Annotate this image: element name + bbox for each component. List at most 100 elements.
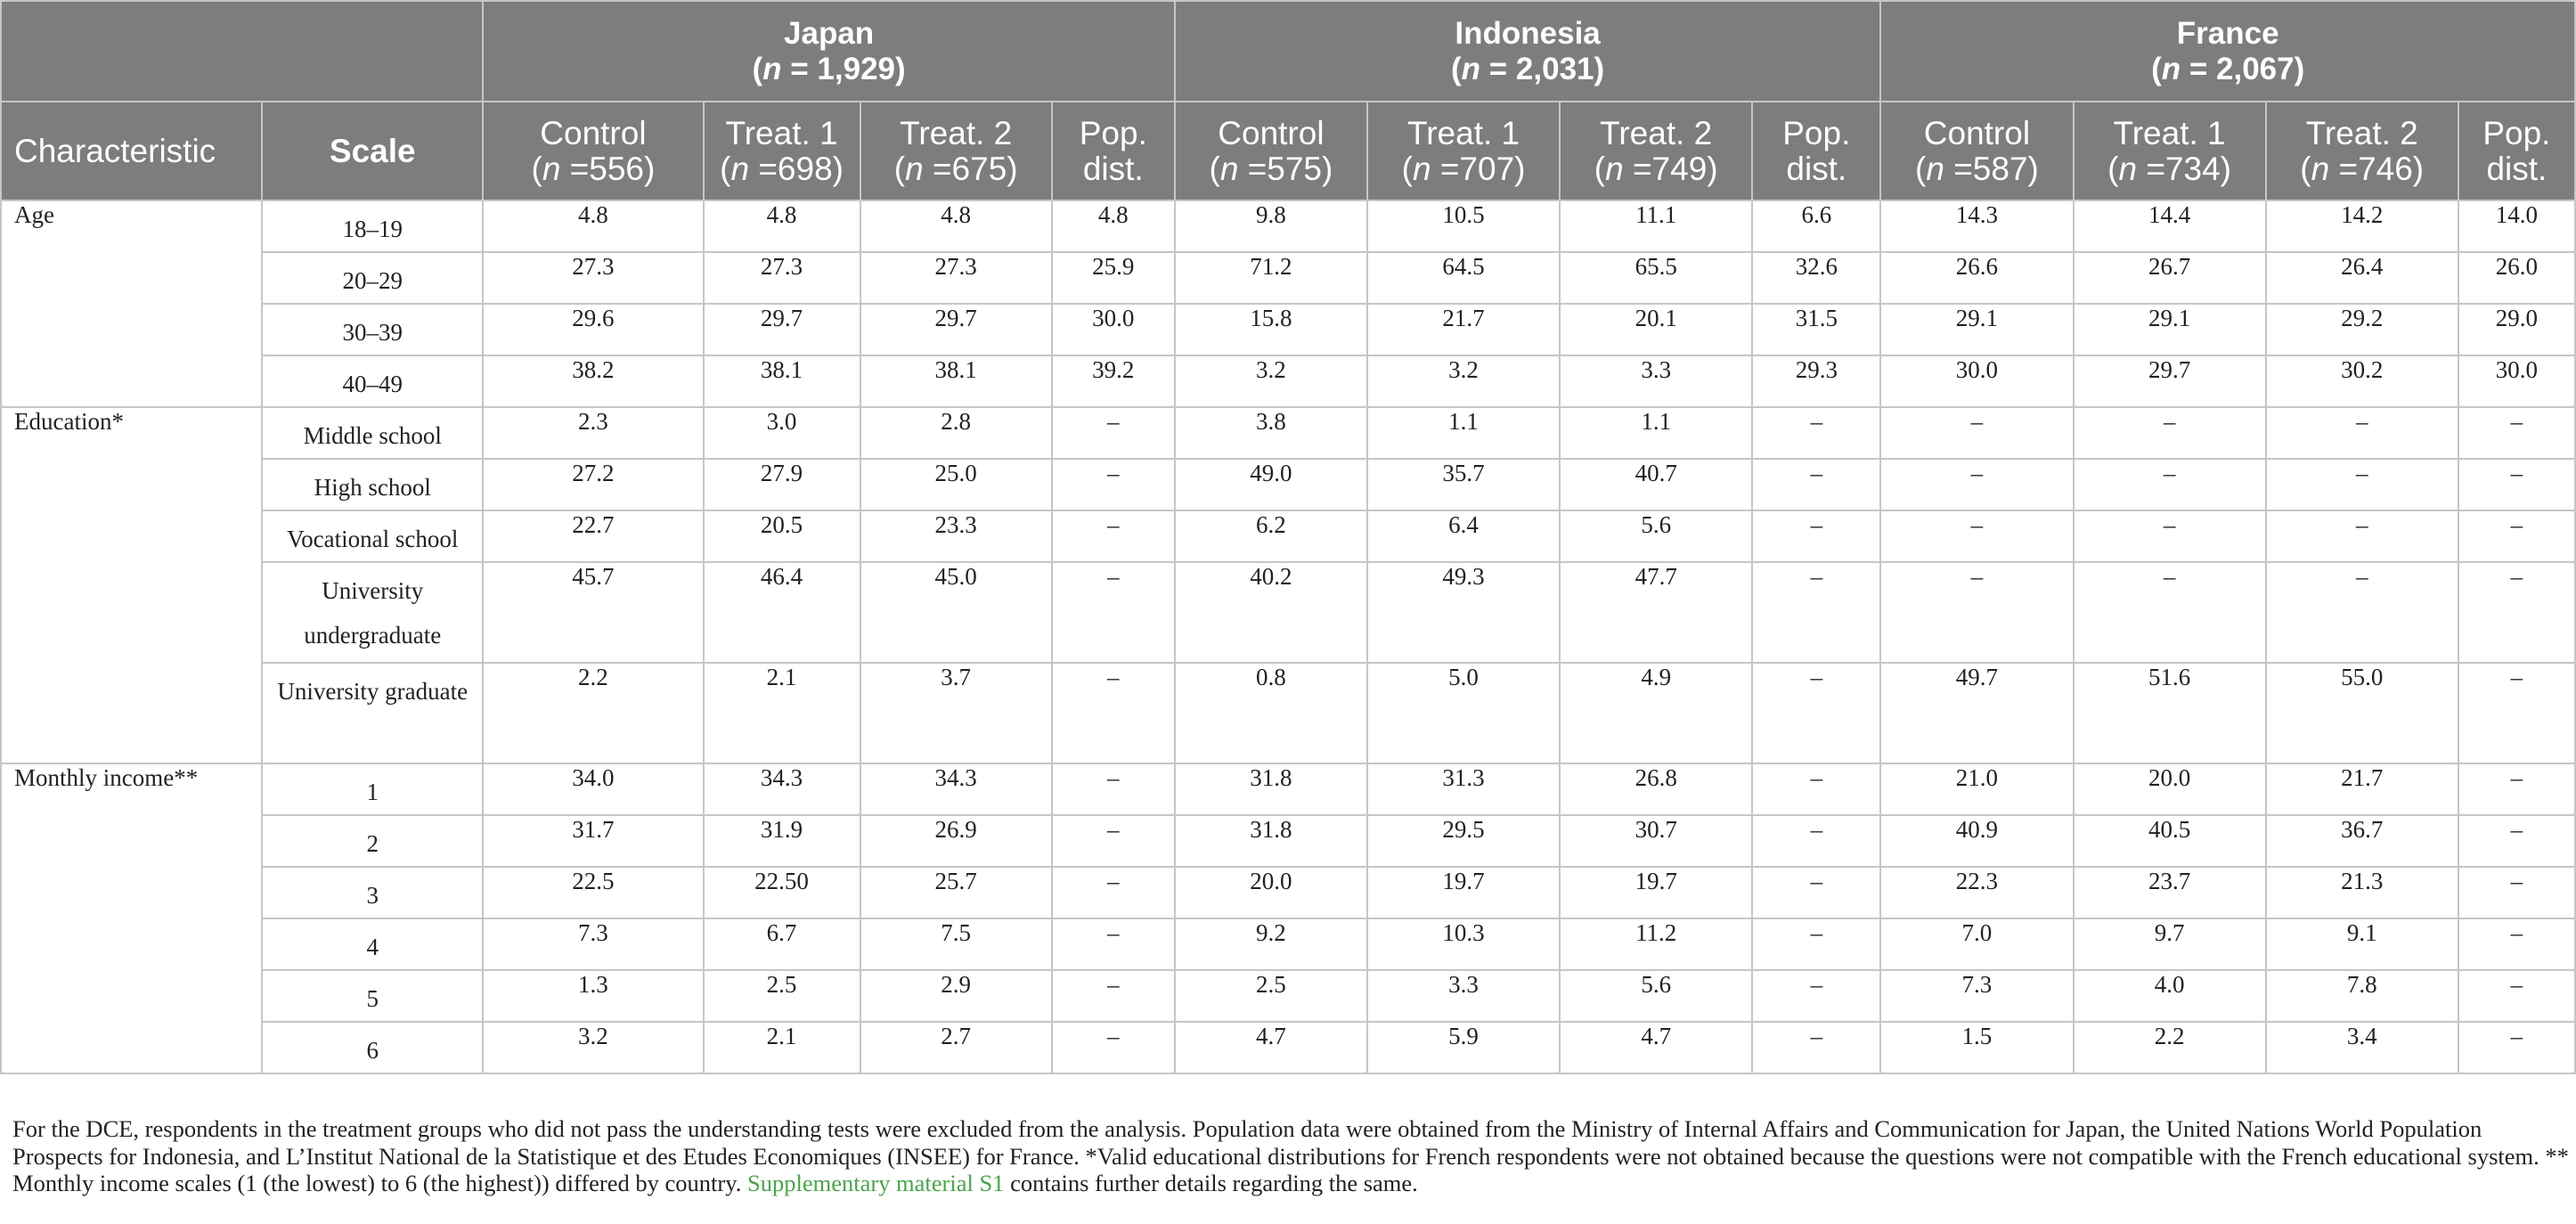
value-cell: – — [1751, 510, 1882, 563]
value-cell: 2.5 — [1173, 969, 1368, 1023]
value-cell: 29.1 — [1879, 303, 2075, 356]
value-cell: – — [2072, 510, 2267, 563]
table-row: 40–49 38.2 38.1 38.1 39.2 3.2 3.2 3.3 29.3 30.0 29… — [1, 355, 2576, 408]
value-cell: 11.2 — [1559, 918, 1754, 971]
value-cell: 30.7 — [1559, 814, 1754, 868]
value-cell: – — [1050, 763, 1176, 816]
value-cell: 26.6 — [1879, 251, 2075, 305]
value-cell: 21.7 — [1365, 303, 1561, 356]
value-cell: 7.3 — [1879, 969, 2075, 1023]
scale-cell: 30–39 — [261, 303, 485, 356]
value-cell: 14.3 — [1879, 200, 2075, 253]
value-cell: 7.8 — [2264, 969, 2459, 1023]
value-cell: 49.0 — [1173, 458, 1368, 511]
value-cell: 5.0 — [1365, 662, 1561, 764]
value-cell: 6.4 — [1365, 510, 1561, 563]
value-cell: 26.9 — [859, 814, 1053, 868]
value-cell: – — [1751, 561, 1882, 664]
scale-cell: 40–49 — [261, 355, 485, 408]
value-cell: 55.0 — [2264, 662, 2459, 764]
scale-cell: 2 — [261, 814, 485, 868]
value-cell: 25.9 — [1050, 251, 1176, 305]
value-cell: – — [1751, 406, 1882, 460]
value-cell: 20.1 — [1559, 303, 1754, 356]
value-cell: 14.0 — [2457, 200, 2576, 253]
value-cell: – — [1050, 458, 1176, 511]
value-cell: – — [2072, 406, 2267, 460]
value-cell: 9.8 — [1173, 200, 1368, 253]
value-cell: 26.4 — [2264, 251, 2459, 305]
value-cell: – — [1751, 458, 1882, 511]
value-cell: 3.3 — [1365, 969, 1561, 1023]
value-cell: – — [1751, 866, 1882, 919]
scale-cell: 18–19 — [261, 200, 485, 253]
value-cell: – — [2072, 458, 2267, 511]
scale-cell: 3 — [261, 866, 485, 919]
value-cell: – — [2457, 866, 2576, 919]
value-cell: 31.8 — [1173, 814, 1368, 868]
value-cell: 2.8 — [859, 406, 1053, 460]
table-row: High school 27.2 27.9 25.0–49.0 35.7 40.7– – – –… — [1, 458, 2576, 511]
table-row: 20–29 27.3 27.3 27.3 25.9 71.2 64.5 65.5 32.6 26.… — [1, 251, 2576, 305]
value-cell: 64.5 — [1365, 251, 1561, 305]
value-cell: 30.0 — [1879, 355, 2075, 408]
value-cell: 29.0 — [2457, 303, 2576, 356]
value-cell: 26.8 — [1559, 763, 1754, 816]
value-cell: 25.7 — [859, 866, 1053, 919]
table-row: 6 3.2 2.1 2.7–4.7 5.9 4.7–1.5 2.2 3.4– — [1, 1021, 2576, 1074]
value-cell: – — [2264, 561, 2459, 664]
value-cell: 46.4 — [702, 561, 861, 664]
value-cell: – — [2457, 1021, 2576, 1074]
value-cell: 1.3 — [482, 969, 705, 1023]
scale-cell: 6 — [261, 1021, 485, 1074]
value-cell: 27.9 — [702, 458, 861, 511]
value-cell: 4.8 — [859, 200, 1053, 253]
value-cell: 23.7 — [2072, 866, 2267, 919]
value-cell: 14.4 — [2072, 200, 2267, 253]
value-cell: 26.0 — [2457, 251, 2576, 305]
value-cell: 22.3 — [1879, 866, 2075, 919]
value-cell: 10.5 — [1365, 200, 1561, 253]
characteristic-cell: Education* — [0, 406, 264, 764]
value-cell: 3.8 — [1173, 406, 1368, 460]
value-cell: 21.7 — [2264, 763, 2459, 816]
value-cell: 2.7 — [859, 1021, 1053, 1074]
table-row: Monthly income** 1 34.0 34.3 34.3–31.8 31.3 26… — [0, 763, 2576, 1074]
value-cell: 7.5 — [859, 918, 1053, 971]
value-cell: – — [1050, 1021, 1176, 1074]
value-cell: – — [2457, 662, 2576, 764]
value-cell: 6.7 — [702, 918, 861, 971]
value-cell: 0.8 — [1173, 662, 1368, 764]
value-cell: 30.0 — [1050, 303, 1176, 356]
value-cell: 40.7 — [1559, 458, 1754, 511]
value-cell: – — [1751, 969, 1882, 1023]
value-cell: 31.7 — [482, 814, 705, 868]
value-cell: 3.3 — [1559, 355, 1754, 408]
value-cell: 40.2 — [1173, 561, 1368, 664]
country-header-indonesia: Indonesia (n = 2,031) — [1173, 0, 1882, 102]
value-cell: 3.2 — [1365, 355, 1561, 408]
value-cell: 22.7 — [482, 510, 705, 563]
value-cell: – — [2457, 510, 2576, 563]
supplementary-link[interactable]: Supplementary material S1 — [746, 1170, 1005, 1196]
value-cell: 38.1 — [859, 355, 1053, 408]
value-cell: 71.2 — [1173, 251, 1368, 305]
value-cell: – — [1879, 406, 2075, 460]
value-cell: 10.3 — [1365, 918, 1561, 971]
value-cell: – — [1879, 458, 2075, 511]
value-cell: – — [1751, 814, 1882, 868]
value-cell: 29.7 — [702, 303, 861, 356]
group-header: Treat. 1 (n =734) — [2072, 101, 2267, 201]
value-cell: 3.2 — [1173, 355, 1368, 408]
value-cell: 19.7 — [1559, 866, 1754, 919]
table-row: Education* Middle school 2.3 3.0 2.8–3.8 1.1 1… — [0, 406, 2576, 764]
value-cell: – — [1751, 1021, 1882, 1074]
value-cell: – — [2457, 458, 2576, 511]
value-cell: 5.9 — [1365, 1021, 1561, 1074]
value-cell: 3.2 — [482, 1021, 705, 1074]
country-header-france: France (n = 2,067) — [1879, 0, 2576, 102]
header-corner — [0, 0, 485, 102]
value-cell: 23.3 — [859, 510, 1053, 563]
value-cell: 6.2 — [1173, 510, 1368, 563]
